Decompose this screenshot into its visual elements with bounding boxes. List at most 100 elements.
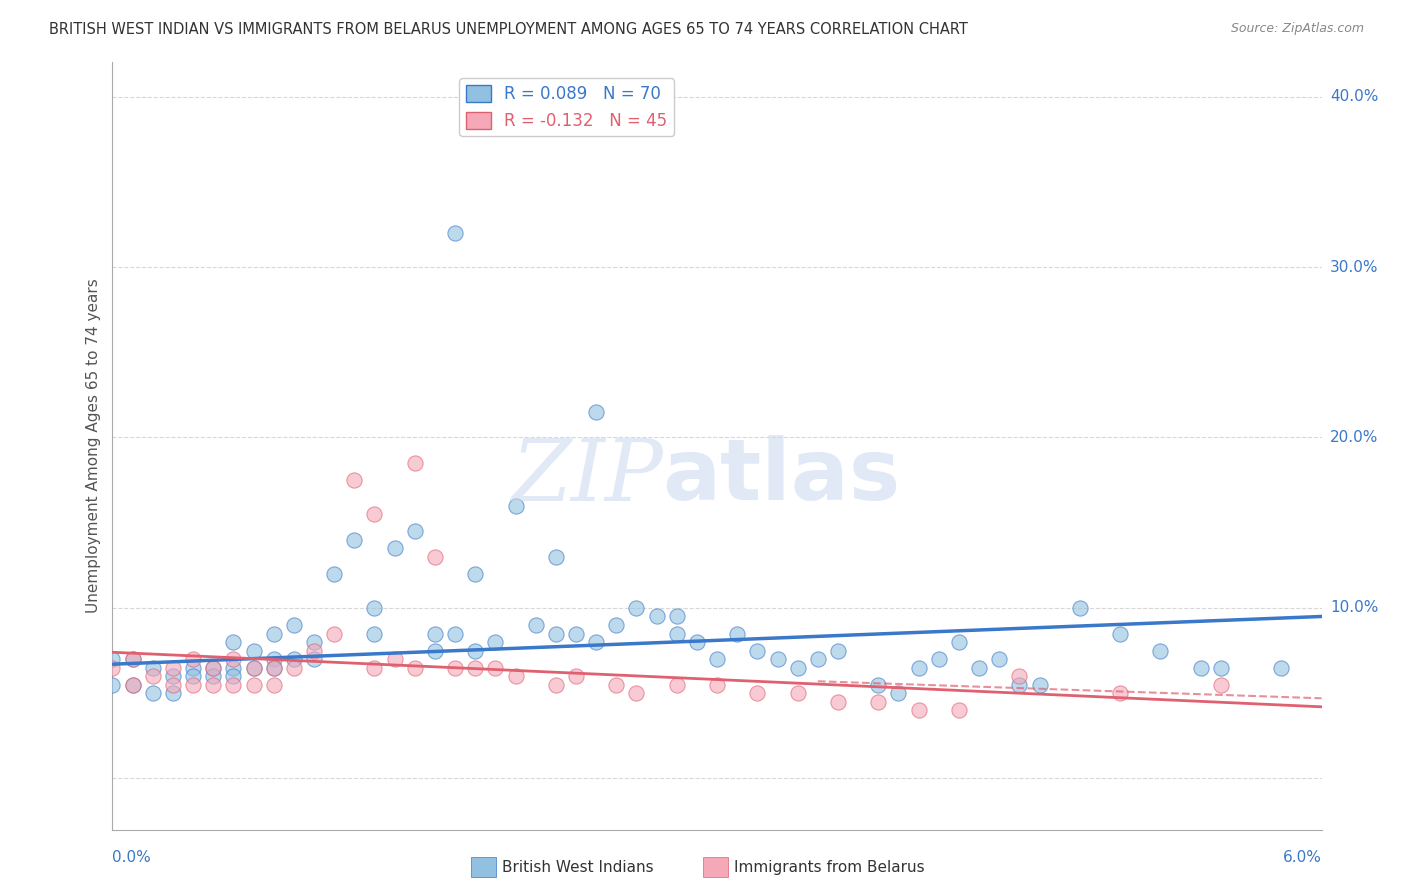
Point [181, 660, 204, 674]
Point [887, 686, 910, 700]
Point [202, 660, 225, 674]
Text: BRITISH WEST INDIAN VS IMMIGRANTS FROM BELARUS UNEMPLOYMENT AMONG AGES 65 TO 74 : BRITISH WEST INDIAN VS IMMIGRANTS FROM B… [49, 22, 969, 37]
Text: 30.0%: 30.0% [1330, 260, 1378, 275]
Text: 20.0%: 20.0% [1330, 430, 1378, 445]
Point [585, 635, 607, 649]
Point [343, 533, 366, 547]
Point [907, 660, 929, 674]
Point [202, 660, 225, 674]
Point [222, 678, 245, 692]
Point [484, 635, 506, 649]
Point [786, 660, 808, 674]
Point [162, 678, 184, 692]
Point [645, 609, 668, 624]
Point [626, 686, 648, 700]
Point [101, 652, 124, 666]
Point [1028, 678, 1050, 692]
Point [242, 643, 264, 657]
Point [242, 678, 264, 692]
Point [665, 609, 688, 624]
Point [1069, 601, 1091, 615]
Point [544, 678, 567, 692]
Point [142, 669, 165, 683]
Point [242, 660, 264, 674]
Point [706, 678, 728, 692]
Point [444, 226, 467, 240]
Point [464, 660, 486, 674]
Y-axis label: Unemployment Among Ages 65 to 74 years: Unemployment Among Ages 65 to 74 years [86, 278, 101, 614]
Point [283, 652, 305, 666]
Point [283, 618, 305, 632]
Point [1109, 686, 1132, 700]
Point [302, 652, 325, 666]
Point [222, 669, 245, 683]
Point [222, 652, 245, 666]
Point [121, 652, 143, 666]
Point [384, 541, 406, 556]
Point [263, 660, 285, 674]
Point [544, 549, 567, 564]
Point [142, 660, 165, 674]
Point [565, 626, 588, 640]
Point [101, 678, 124, 692]
Point [766, 652, 789, 666]
Point [444, 626, 467, 640]
Point [505, 669, 527, 683]
Point [827, 643, 849, 657]
Point [464, 566, 486, 581]
Point [967, 660, 990, 674]
Point [222, 635, 245, 649]
Point [263, 652, 285, 666]
Point [1008, 678, 1031, 692]
Point [121, 678, 143, 692]
Point [665, 678, 688, 692]
Point [505, 499, 527, 513]
Point [263, 660, 285, 674]
Point [101, 660, 124, 674]
Text: atlas: atlas [662, 435, 901, 518]
Point [121, 678, 143, 692]
Point [605, 618, 627, 632]
Point [747, 686, 769, 700]
Point [868, 678, 890, 692]
Point [907, 703, 929, 717]
Point [423, 549, 446, 564]
Point [807, 652, 830, 666]
Text: 6.0%: 6.0% [1282, 850, 1322, 865]
Point [363, 507, 385, 521]
Point [181, 678, 204, 692]
Point [162, 660, 184, 674]
Text: 40.0%: 40.0% [1330, 89, 1378, 104]
Point [423, 626, 446, 640]
Point [423, 643, 446, 657]
Point [323, 626, 346, 640]
Legend: R = 0.089   N = 70, R = -0.132   N = 45: R = 0.089 N = 70, R = -0.132 N = 45 [460, 78, 673, 136]
Point [1209, 678, 1232, 692]
Point [544, 626, 567, 640]
Point [988, 652, 1011, 666]
Point [222, 660, 245, 674]
Point [1270, 660, 1292, 674]
Point [181, 652, 204, 666]
Point [363, 626, 385, 640]
Point [444, 660, 467, 674]
Point [181, 669, 204, 683]
Point [323, 566, 346, 581]
Point [263, 678, 285, 692]
Text: 0.0%: 0.0% [112, 850, 152, 865]
Text: Immigrants from Belarus: Immigrants from Belarus [734, 860, 925, 874]
Point [706, 652, 728, 666]
Point [725, 626, 748, 640]
Point [302, 635, 325, 649]
Point [363, 660, 385, 674]
Point [202, 669, 225, 683]
Point [1008, 669, 1031, 683]
Point [1149, 643, 1171, 657]
Point [283, 660, 305, 674]
Point [404, 524, 426, 539]
Point [626, 601, 648, 615]
Point [484, 660, 506, 674]
Point [363, 601, 385, 615]
Point [928, 652, 950, 666]
Text: 10.0%: 10.0% [1330, 600, 1378, 615]
